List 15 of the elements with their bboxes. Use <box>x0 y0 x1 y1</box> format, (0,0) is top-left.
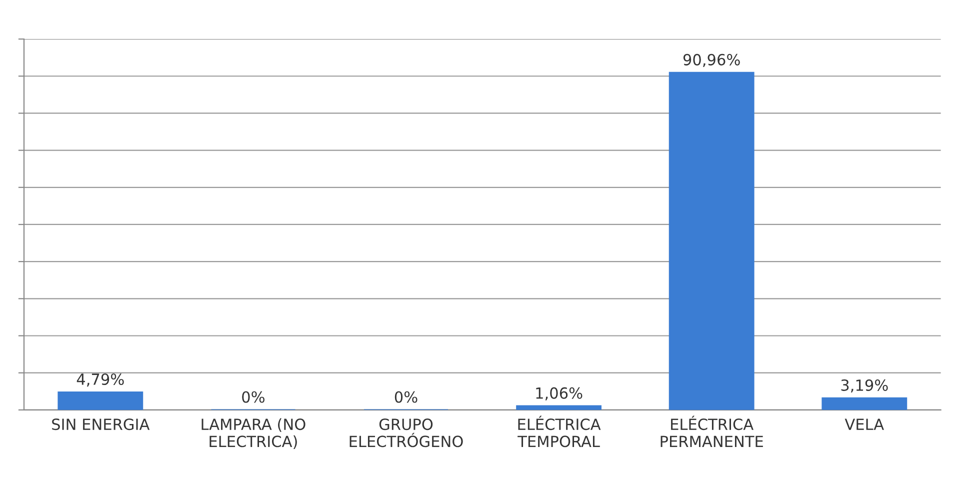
x-tick-label: GRUPO ELECTRÓGENO <box>350 418 463 448</box>
bar <box>668 72 754 410</box>
x-tick-label: ELÉCTRICA PERMANENTE <box>660 416 763 447</box>
data-label: 4,79% <box>76 373 124 387</box>
bar <box>58 391 144 410</box>
x-tick-label: VELA <box>844 418 884 430</box>
data-label: 1,06% <box>536 387 582 400</box>
data-label: 0% <box>394 391 418 403</box>
x-tick-label: SIN ENERGIA <box>52 418 150 430</box>
bar <box>822 397 908 410</box>
x-tick-label: LAMPARA (NO ELECTRICA) <box>202 418 306 449</box>
x-tick-label: ELÉCTRICA TEMPORAL <box>518 416 601 448</box>
data-label: 3,19% <box>841 379 888 393</box>
data-label: 90,96% <box>683 54 740 67</box>
data-label: 0% <box>242 391 264 403</box>
